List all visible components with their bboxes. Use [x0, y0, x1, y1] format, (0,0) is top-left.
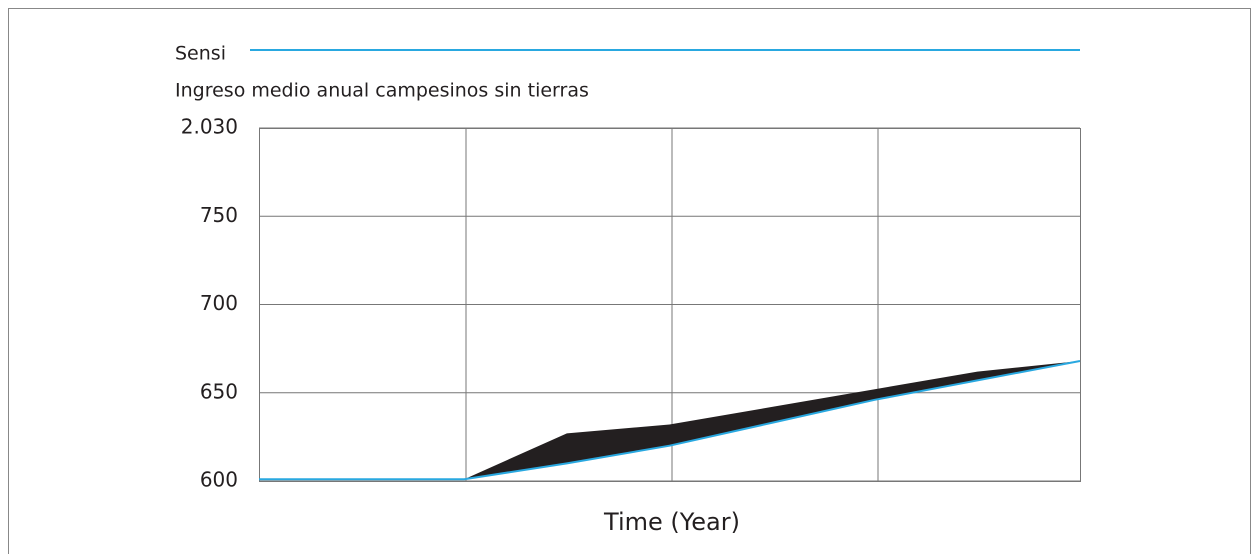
x-axis-label: Time (Year) — [603, 508, 740, 536]
subtitle: Ingreso medio anual campesinos sin tierr… — [175, 80, 589, 102]
series-line — [259, 359, 1081, 481]
y-tick-label: 2.030 — [181, 115, 238, 139]
y-tick-label: 650 — [200, 379, 238, 403]
uncertainty-band — [259, 360, 1080, 480]
frame — [8, 8, 1251, 558]
y-tick-label: 750 — [200, 203, 238, 227]
y-tick-label: 700 — [200, 291, 238, 315]
legend-title: Sensi — [175, 43, 226, 65]
y-tick-label: 600 — [200, 468, 238, 492]
